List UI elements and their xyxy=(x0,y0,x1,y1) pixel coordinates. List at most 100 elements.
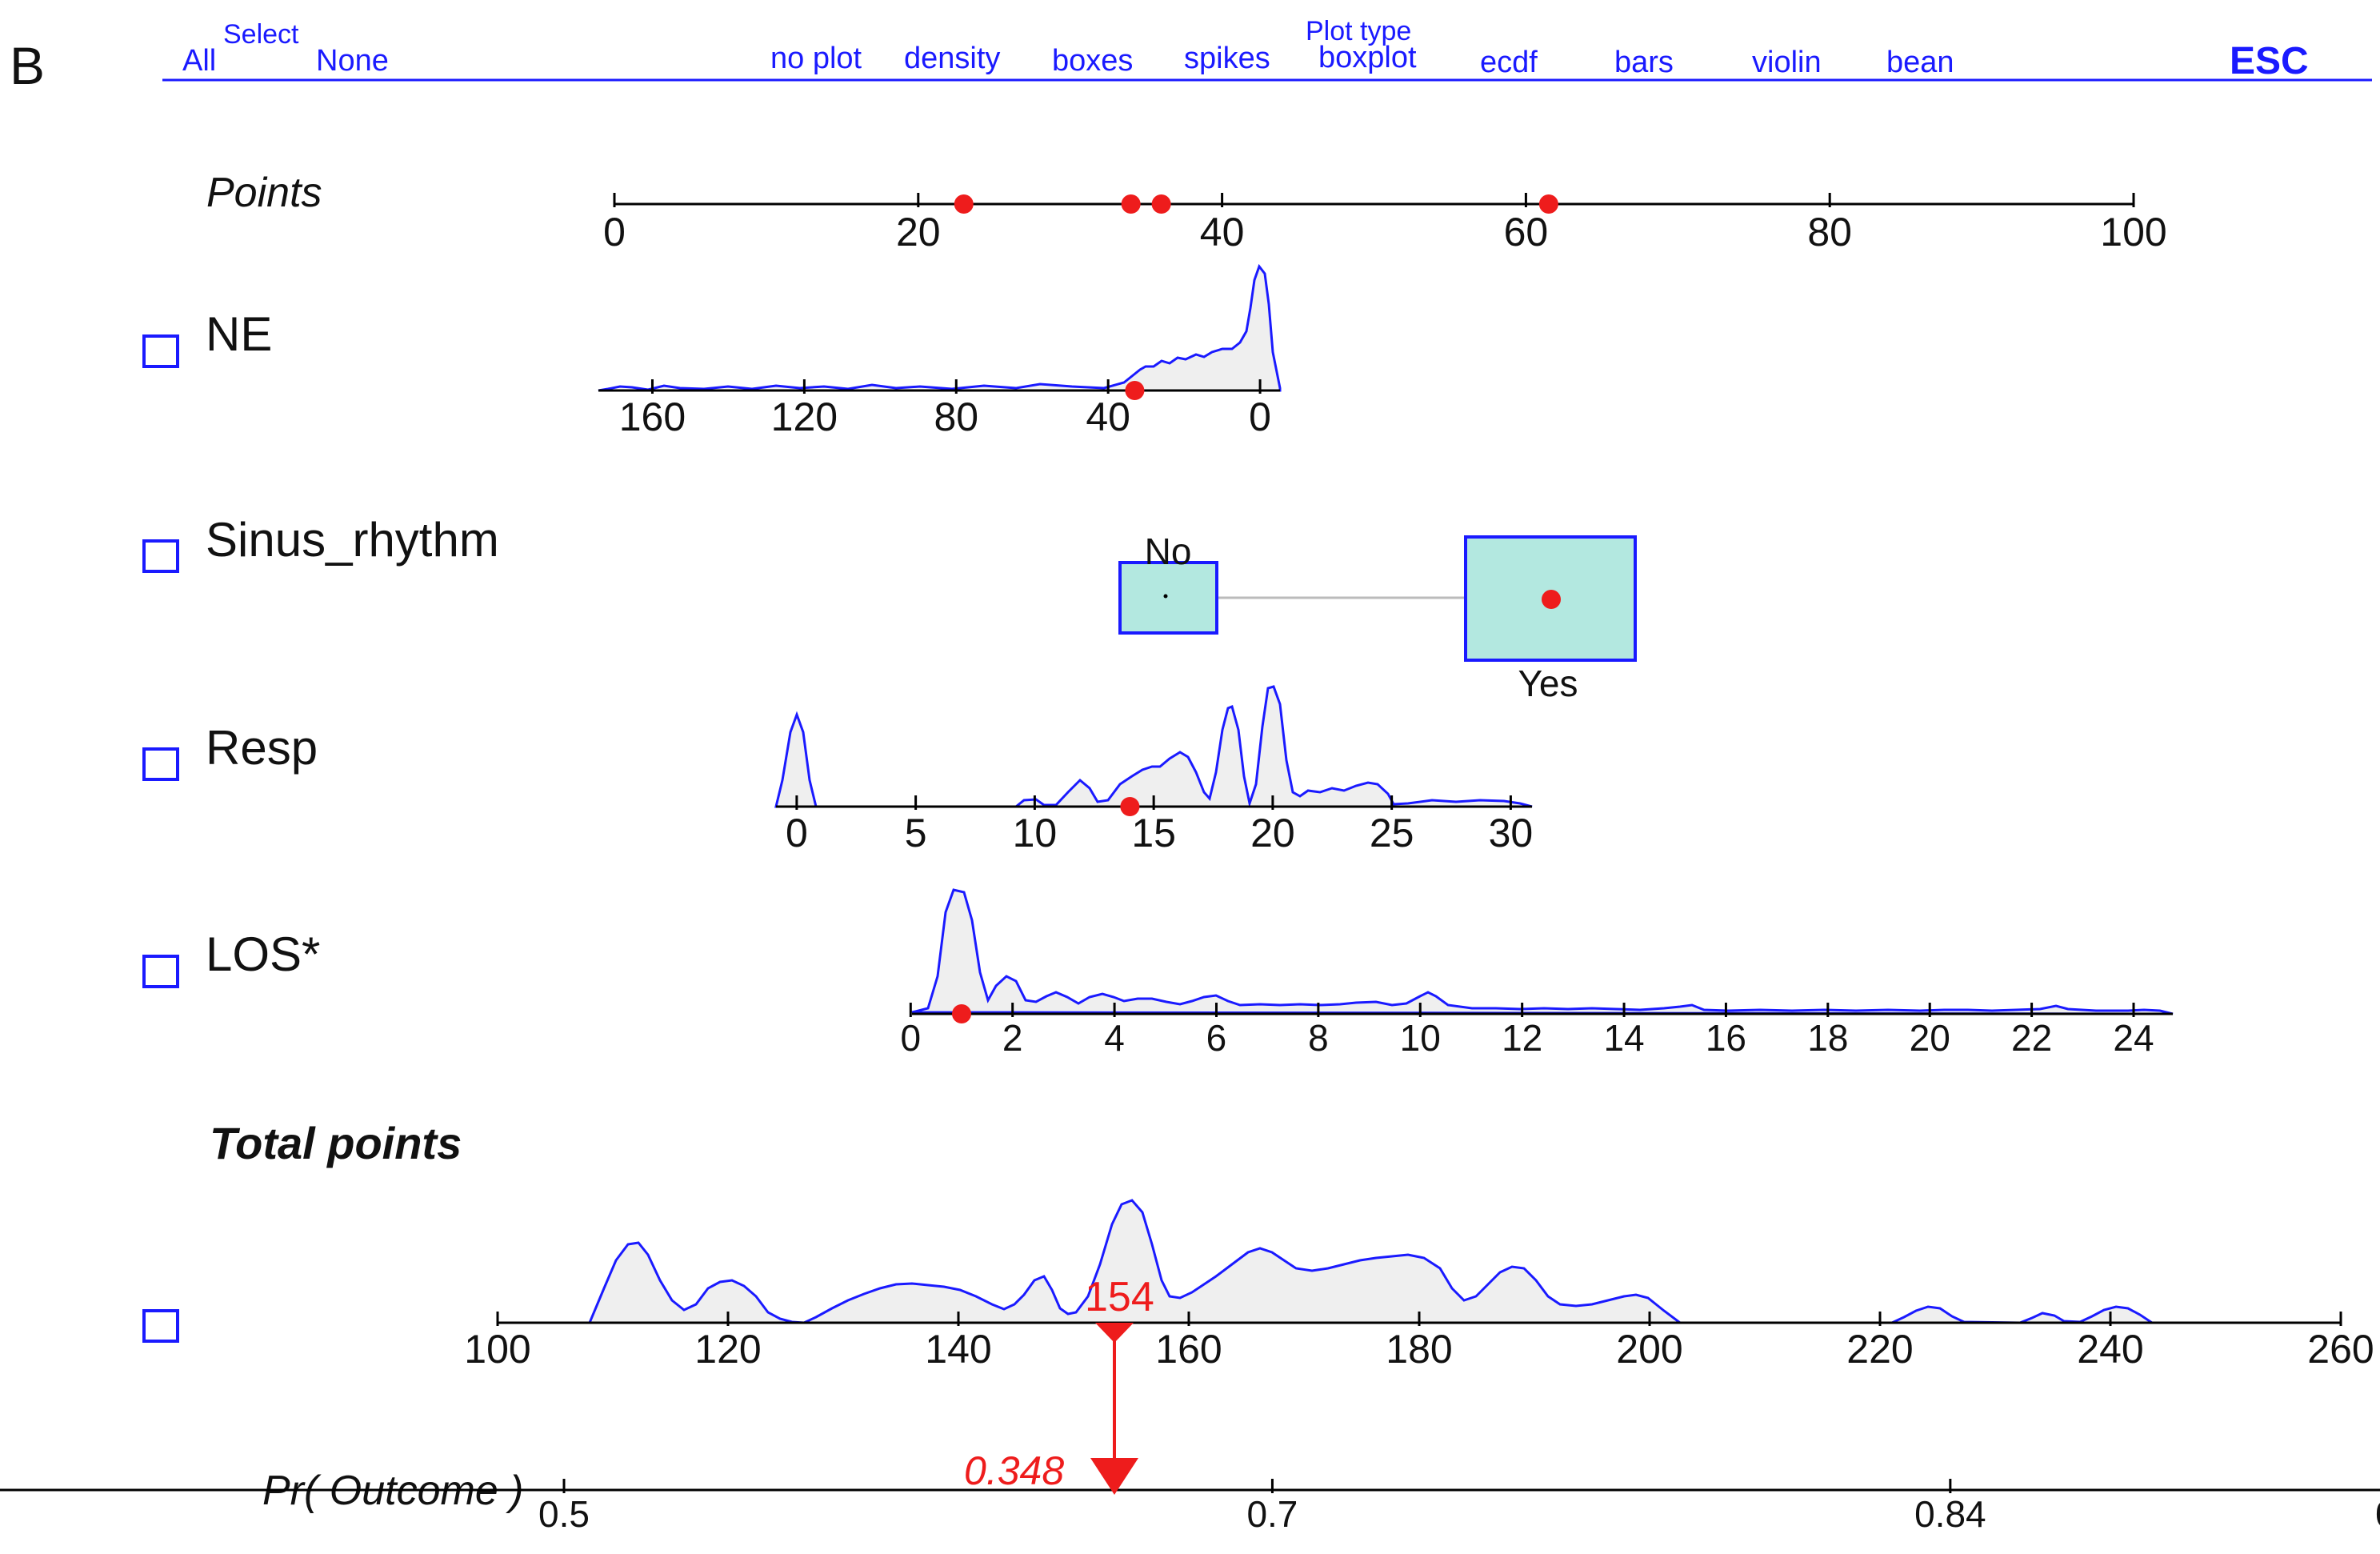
ne-axis-tick-label: 0 xyxy=(1249,395,1271,439)
plot-option-boxes[interactable]: boxes xyxy=(1052,44,1133,78)
total-points-value: 154 xyxy=(1085,1274,1154,1320)
los-label: LOS* xyxy=(206,927,320,981)
total-points-axis-tick-label: 220 xyxy=(1846,1327,1913,1372)
sinus-rhythm-no-dot xyxy=(1163,594,1168,599)
ne-axis-tick-label: 40 xyxy=(1086,395,1130,439)
select-all-link[interactable]: All xyxy=(182,44,216,78)
total-points-label: Total points xyxy=(210,1118,462,1168)
los-checkbox[interactable] xyxy=(142,955,179,988)
total-points-axis-tick-label: 260 xyxy=(2307,1327,2374,1372)
sinus-rhythm-no-label: No xyxy=(1145,531,1192,572)
plot-option-no-plot[interactable]: no plot xyxy=(770,42,862,75)
los-axis-tick-label: 16 xyxy=(1706,1017,1746,1059)
los-axis: 0 2 4 6 8 10 12 14 16 18 20 22 24 xyxy=(901,1003,2173,1059)
los-axis-tick-label: 4 xyxy=(1104,1017,1125,1059)
total-points-row: Total points 100 120 140 160 180 200 220 240 260 xyxy=(142,1118,2374,1372)
select-none-link[interactable]: None xyxy=(316,44,389,78)
resp-label: Resp xyxy=(206,721,318,775)
resp-checkbox[interactable] xyxy=(142,747,179,781)
los-axis-tick-label: 24 xyxy=(2113,1017,2154,1059)
los-axis-tick-label: 14 xyxy=(1603,1017,1644,1059)
probability-axis-tick-label: 0.7 xyxy=(1246,1493,1298,1535)
panel-letter: B xyxy=(10,36,45,95)
los-axis-tick-label: 0 xyxy=(901,1017,922,1059)
ne-axis-marker xyxy=(1125,381,1145,400)
resp-axis-tick-label: 25 xyxy=(1370,811,1414,855)
points-axis-tick-label: 40 xyxy=(1200,210,1245,254)
sinus-rhythm-no-box xyxy=(1118,561,1218,635)
los-axis-tick-label: 6 xyxy=(1206,1017,1227,1059)
probability-axis-tick-label: 0.9 xyxy=(2375,1493,2380,1535)
probability-axis-tick-label: 0.84 xyxy=(1914,1493,1986,1535)
plot-option-violin[interactable]: violin xyxy=(1752,46,1822,79)
sinus-rhythm-label: Sinus_rhythm xyxy=(206,513,499,567)
plot-menu: All Select None no plot density boxes sp… xyxy=(162,16,2372,82)
points-axis-tick-label: 60 xyxy=(1504,210,1549,254)
resp-row: Resp 0 5 10 15 20 25 30 xyxy=(142,685,1533,855)
los-axis-tick-label: 20 xyxy=(1910,1017,1950,1059)
total-points-axis-tick-label: 100 xyxy=(464,1327,530,1372)
points-axis-tick-label: 0 xyxy=(603,210,626,254)
total-points-axis-tick-label: 140 xyxy=(925,1327,991,1372)
total-points-axis-tick-label: 200 xyxy=(1616,1327,1682,1372)
probability-axis: 0.10.30.50.70.840.9 xyxy=(0,1479,2380,1535)
points-axis-tick-label: 20 xyxy=(896,210,941,254)
total-points-axis-tick-label: 180 xyxy=(1386,1327,1452,1372)
resp-axis-marker xyxy=(1120,797,1140,816)
points-axis-label: Points xyxy=(206,170,322,216)
total-points-axis-tick-label: 160 xyxy=(1155,1327,1222,1372)
los-axis-tick-label: 22 xyxy=(2011,1017,2052,1059)
select-heading: Select xyxy=(223,19,299,50)
resp-axis-tick-label: 20 xyxy=(1250,811,1295,855)
points-marker xyxy=(1121,194,1141,214)
sinus-rhythm-row: Sinus_rhythm No Yes xyxy=(142,513,1637,704)
total-points-axis-tick-label: 240 xyxy=(2077,1327,2143,1372)
result-pointer: 154 0.348 xyxy=(964,1274,1154,1495)
ne-axis-tick-label: 160 xyxy=(619,395,686,439)
plot-type-heading: Plot type xyxy=(1306,16,1411,46)
sinus-rhythm-yes-marker xyxy=(1542,590,1561,609)
plot-option-density[interactable]: density xyxy=(904,42,1000,75)
points-axis-tick-label: 80 xyxy=(1807,210,1852,254)
probability-pointer xyxy=(1090,1458,1138,1495)
resp-axis: 0 5 10 15 20 25 30 xyxy=(776,795,1533,855)
points-marker xyxy=(1151,194,1171,214)
plot-option-bars[interactable]: bars xyxy=(1614,46,1674,79)
points-row: Points 0 20 40 60 80 100 xyxy=(206,170,2167,254)
los-axis-tick-label: 2 xyxy=(1002,1017,1023,1059)
ne-label: NE xyxy=(206,307,272,361)
plot-option-boxplot[interactable]: boxplot xyxy=(1318,41,1417,74)
points-marker xyxy=(1538,194,1558,214)
los-axis-tick-label: 10 xyxy=(1400,1017,1441,1059)
los-axis-tick-label: 18 xyxy=(1807,1017,1848,1059)
ne-row: NE 160 120 80 40 0 xyxy=(142,263,1282,439)
sinus-rhythm-yes-label: Yes xyxy=(1518,663,1578,704)
ne-checkbox[interactable] xyxy=(142,334,179,368)
resp-axis-tick-label: 5 xyxy=(905,811,927,855)
ne-density xyxy=(598,263,1282,392)
resp-axis-tick-label: 30 xyxy=(1489,811,1534,855)
points-axis: 0 20 40 60 80 100 xyxy=(603,193,2167,254)
esc-button[interactable]: ESC xyxy=(2230,40,2309,82)
total-points-axis: 100 120 140 160 180 200 220 240 260 xyxy=(464,1312,2374,1372)
total-points-axis-tick-label: 120 xyxy=(694,1327,761,1372)
los-axis-marker xyxy=(952,1004,972,1023)
total-points-pointer xyxy=(1095,1323,1134,1343)
ne-axis-tick-label: 120 xyxy=(771,395,838,439)
probability-value: 0.348 xyxy=(964,1448,1064,1493)
points-marker xyxy=(954,194,974,214)
los-axis-tick-label: 8 xyxy=(1308,1017,1329,1059)
plot-option-bean[interactable]: bean xyxy=(1886,46,1954,79)
resp-axis-tick-label: 0 xyxy=(786,811,808,855)
plot-option-ecdf[interactable]: ecdf xyxy=(1480,46,1538,79)
total-points-density xyxy=(587,1199,2156,1324)
probability-axis-tick-label: 0.5 xyxy=(538,1493,590,1535)
total-points-checkbox[interactable] xyxy=(142,1309,179,1343)
sinus-rhythm-checkbox[interactable] xyxy=(142,539,179,573)
los-axis-tick-label: 12 xyxy=(1502,1017,1542,1059)
plot-option-spikes[interactable]: spikes xyxy=(1184,42,1270,75)
los-density xyxy=(911,888,2174,1015)
resp-axis-tick-label: 10 xyxy=(1013,811,1058,855)
ne-axis: 160 120 80 40 0 xyxy=(598,379,1280,439)
